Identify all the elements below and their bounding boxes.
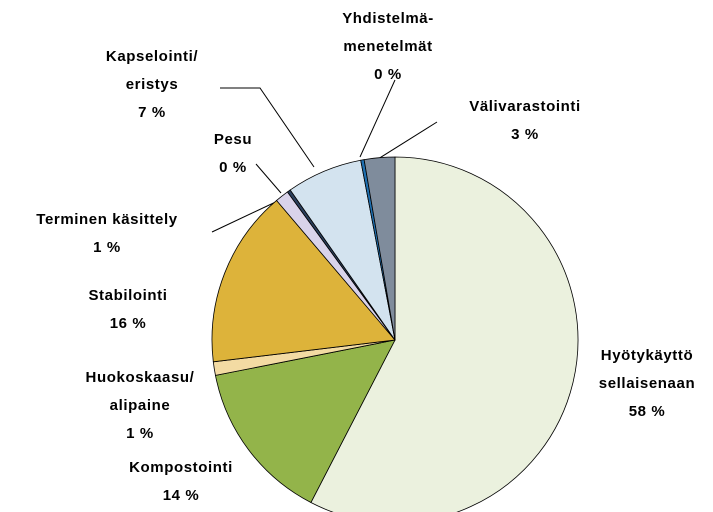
pie-slice (214, 339, 396, 504)
value-label: 7 % (138, 104, 166, 121)
value-label: 1 % (93, 239, 121, 256)
slice-label: Stabilointi (88, 287, 167, 304)
slice-label: Terminen käsittely (36, 211, 177, 228)
slice-label: sellaisenaan (599, 375, 695, 392)
slice-label: Kapselointi/ (106, 48, 198, 65)
value-label: 0 % (219, 159, 247, 176)
leader-line (377, 121, 438, 160)
slice-label: Välivarastointi (469, 98, 581, 115)
value-label: 1 % (126, 425, 154, 442)
pie-slice (363, 156, 396, 341)
slice-label: Yhdistelmä- (342, 10, 434, 27)
leader-line (220, 87, 315, 168)
value-label: 3 % (511, 126, 539, 143)
leader-line (211, 198, 283, 233)
slice-label: Huokoskaasu/ (86, 369, 195, 386)
slice-label: alipaine (110, 397, 171, 414)
slice-label: Kompostointi (129, 459, 233, 476)
leader-line (255, 163, 282, 194)
leader-lines (211, 79, 438, 233)
value-label: 0 % (374, 66, 402, 83)
pie-slice (211, 199, 396, 363)
value-label: 14 % (163, 487, 200, 504)
leader-line (359, 79, 396, 158)
pie-slice (310, 156, 579, 512)
slice-label: eristys (126, 76, 179, 93)
slice-label: menetelmät (343, 38, 432, 55)
value-label: 58 % (629, 403, 666, 420)
slice-label: Hyötykäyttö (601, 347, 693, 364)
value-label: 16 % (110, 315, 147, 332)
slice-label: Pesu (214, 131, 252, 148)
